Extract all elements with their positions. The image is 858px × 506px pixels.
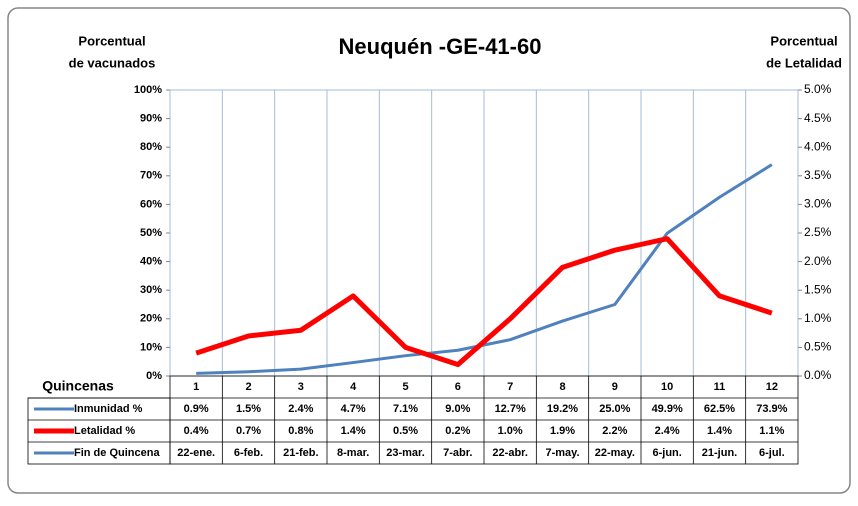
y2-tick-label: 1.5%: [804, 282, 832, 296]
legend-label: Inmunidad %: [74, 403, 143, 415]
y2-tick-label: 2.0%: [804, 254, 832, 268]
x-tick-label: 12: [766, 381, 778, 393]
chart-title: Neuquén -GE-41-60: [339, 34, 542, 59]
date-label: 22-ene.: [177, 447, 215, 459]
data-label: 12.7%: [495, 403, 526, 415]
date-label: 21-jun.: [702, 447, 737, 459]
y-tick-label: 20%: [140, 313, 162, 325]
y2-tick-label: 0.5%: [804, 340, 832, 354]
x-tick-label: 8: [559, 381, 565, 393]
data-label: 1.5%: [236, 403, 261, 415]
y2-tick-label: 3.5%: [804, 168, 832, 182]
y-tick-label: 100%: [134, 84, 162, 96]
date-label: 6-feb.: [234, 447, 263, 459]
y2-tick-label: 2.5%: [804, 225, 832, 239]
data-label: 1.9%: [550, 425, 575, 437]
x-tick-label: 9: [612, 381, 618, 393]
data-label: 1.4%: [341, 425, 366, 437]
y-tick-label: 90%: [140, 113, 162, 125]
series-line: [195, 236, 773, 368]
x-tick-label: 2: [245, 381, 251, 393]
y2-tick-label: 4.5%: [804, 111, 832, 125]
data-label: 2.4%: [655, 425, 680, 437]
x-tick-label: 3: [298, 381, 304, 393]
date-label: 7-abr.: [443, 447, 472, 459]
y-tick-label: 40%: [140, 256, 162, 268]
data-label: 2.2%: [602, 425, 627, 437]
data-label: 0.5%: [393, 425, 418, 437]
y2-tick-label: 5.0%: [804, 82, 832, 96]
data-label: 2.4%: [288, 403, 313, 415]
y2-tick-label: 3.0%: [804, 197, 832, 211]
y2-tick-label: 4.0%: [804, 139, 832, 153]
y-tick-label: 10%: [140, 341, 162, 353]
x-tick-label: 1: [193, 381, 199, 393]
y-axis-title: de vacunados: [69, 55, 156, 70]
x-tick-label: 7: [507, 381, 513, 393]
x-tick-label: 5: [402, 381, 408, 393]
y-tick-label: 30%: [140, 284, 162, 296]
x-tick-label: 4: [350, 381, 357, 393]
data-label: 1.4%: [707, 425, 732, 437]
y-tick-label: 60%: [140, 198, 162, 210]
legend-label: Fin de Quincena: [74, 447, 160, 459]
date-label: 6-jun.: [652, 447, 681, 459]
data-label: 0.2%: [445, 425, 470, 437]
data-label: 25.0%: [599, 403, 630, 415]
y-tick-label: 80%: [140, 141, 162, 153]
data-label: 7.1%: [393, 403, 418, 415]
data-label: 1.1%: [759, 425, 784, 437]
y2-axis-title: Porcentual: [770, 33, 837, 48]
y-tick-label: 70%: [140, 170, 162, 182]
data-label: 19.2%: [547, 403, 578, 415]
date-label: 7-may.: [545, 447, 579, 459]
y2-tick-label: 1.0%: [804, 311, 832, 325]
y2-tick-label: 0.0%: [804, 368, 832, 382]
data-label: 0.9%: [184, 403, 209, 415]
data-label: 49.9%: [652, 403, 683, 415]
data-label: 62.5%: [704, 403, 735, 415]
y2-axis-title: de Letalidad: [766, 55, 842, 70]
y-axis-title: Porcentual: [78, 33, 145, 48]
date-label: 8-mar.: [337, 447, 369, 459]
date-label: 23-mar.: [386, 447, 425, 459]
data-label: 0.8%: [288, 425, 313, 437]
date-label: 22-abr.: [492, 447, 527, 459]
data-label: 0.7%: [236, 425, 261, 437]
data-label: 9.0%: [445, 403, 470, 415]
y-tick-label: 50%: [140, 227, 162, 239]
legend-label: Letalidad %: [74, 425, 135, 437]
x-tick-label: 6: [455, 381, 461, 393]
data-label: 4.7%: [341, 403, 366, 415]
data-label: 73.9%: [756, 403, 787, 415]
x-axis-title: Quincenas: [42, 378, 114, 394]
y-tick-label: 0%: [146, 370, 162, 382]
data-label: 1.0%: [498, 425, 523, 437]
date-label: 21-feb.: [283, 447, 318, 459]
data-label: 0.4%: [184, 425, 209, 437]
date-label: 22-may.: [595, 447, 635, 459]
x-tick-label: 10: [661, 381, 673, 393]
x-tick-label: 11: [714, 381, 726, 393]
date-label: 6-jul.: [759, 447, 785, 459]
